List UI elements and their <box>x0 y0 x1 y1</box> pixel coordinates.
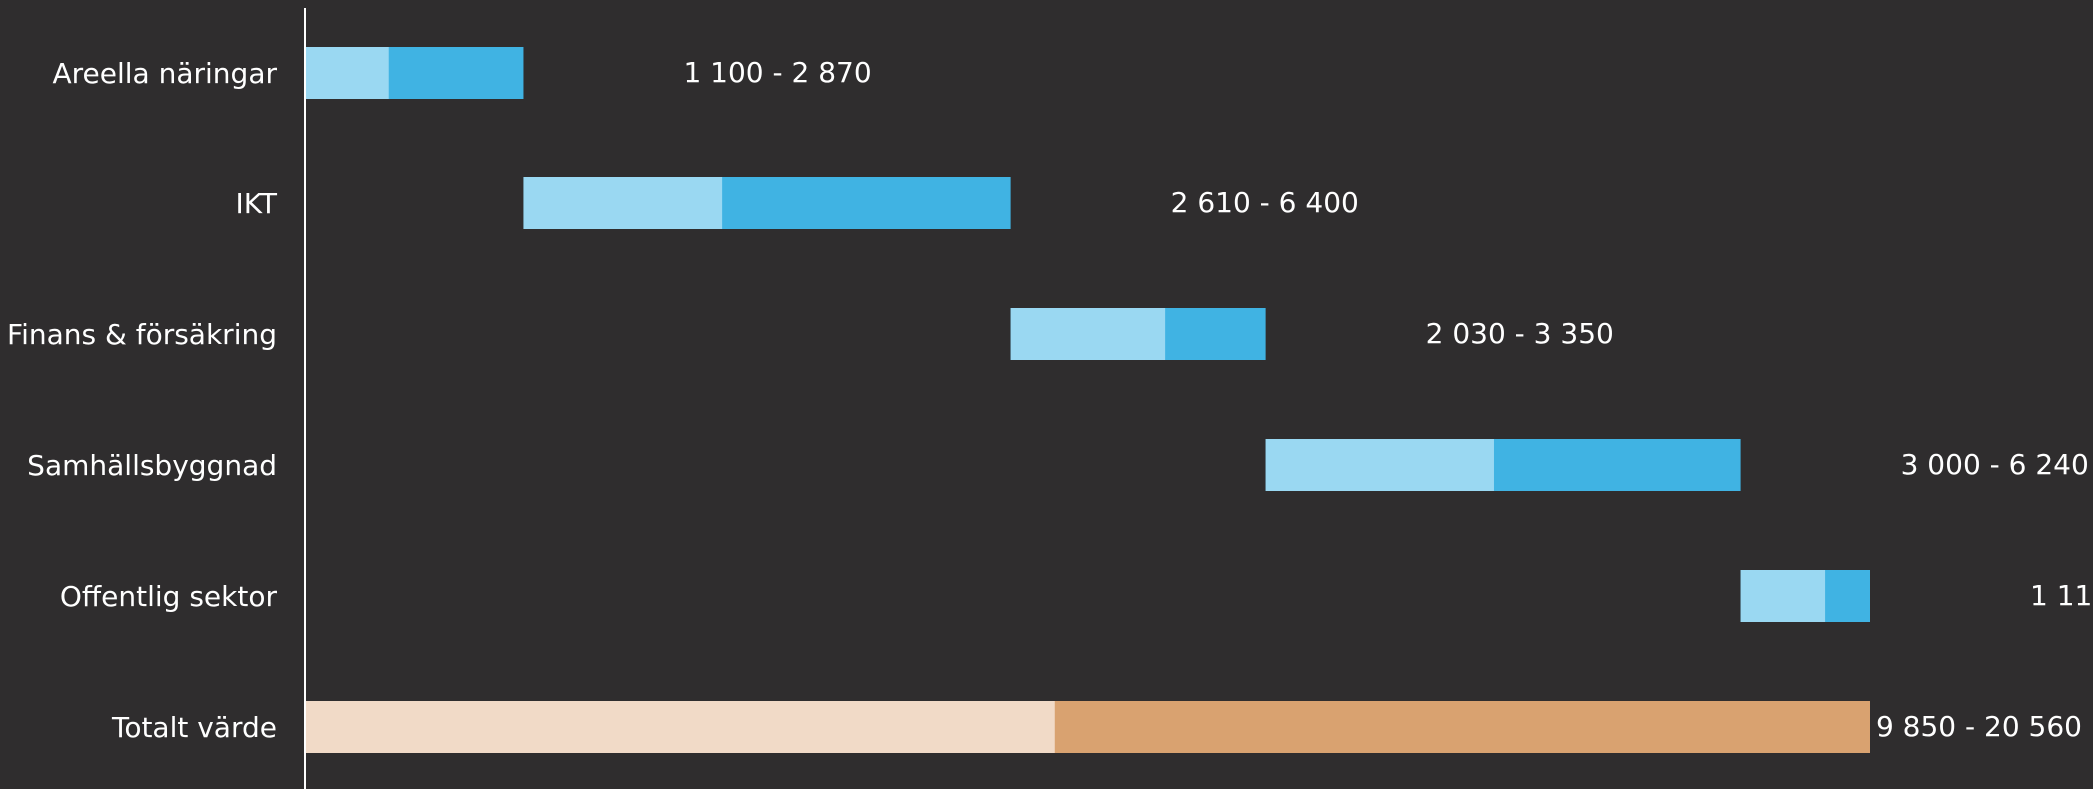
bar-low-segment <box>1265 439 1494 491</box>
category-label: Samhällsbyggnad <box>27 449 277 482</box>
range-data-label: 2 610 - 6 400 <box>1171 186 1359 219</box>
bar-low-segment <box>305 47 389 99</box>
category-label: Offentlig sektor <box>60 580 278 613</box>
category-label: Finans & försäkring <box>7 318 277 351</box>
range-data-label: 3 000 - 6 240 <box>1901 448 2089 481</box>
bars-layer <box>305 47 1870 753</box>
range-data-label: 1 110 - 1 700 <box>2030 579 2093 612</box>
bar-low-segment <box>523 177 723 229</box>
range-data-label: 1 100 - 2 870 <box>683 56 871 89</box>
range-data-label: 2 030 - 3 350 <box>1426 317 1614 350</box>
range-data-label: 9 850 - 20 560 <box>1876 710 2082 743</box>
bar-low-segment <box>1740 570 1826 622</box>
category-label: IKT <box>235 187 277 220</box>
bar-low-segment <box>1010 308 1166 360</box>
labels-layer: Areella näringar 1 100 - 2 870 IKT 2 610 - … <box>7 56 2093 744</box>
category-label: Areella näringar <box>52 57 277 90</box>
bar-total-low-segment <box>305 701 1055 753</box>
category-label: Totalt värde <box>111 711 277 744</box>
